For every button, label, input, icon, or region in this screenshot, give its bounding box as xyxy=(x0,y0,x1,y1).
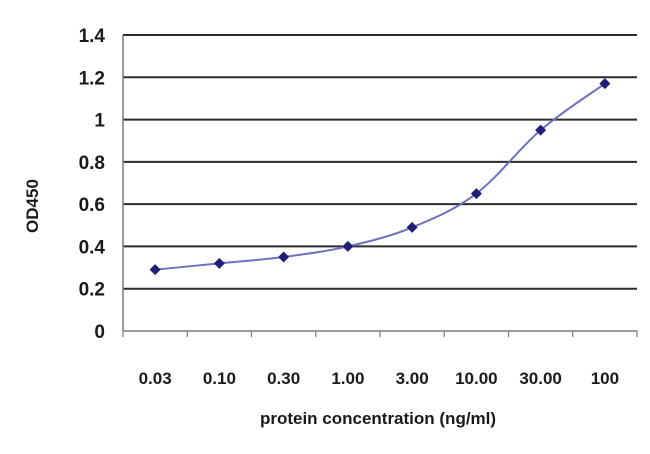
x-tick-label: 0.30 xyxy=(267,369,300,388)
y-tick-label: 0.8 xyxy=(79,153,105,174)
x-tick-labels: 0.03 0.10 0.30 1.00 3.00 10.00 30.00 100 xyxy=(139,369,619,388)
x-tick-label: 1.00 xyxy=(331,369,364,388)
data-point xyxy=(406,221,418,233)
x-tick-label: 30.00 xyxy=(519,369,562,388)
gridlines xyxy=(123,34,637,290)
series-layer xyxy=(149,78,611,276)
y-tick-labels: 0 0.2 0.4 0.6 0.8 1 1.2 1.4 xyxy=(79,26,106,343)
y-tick-label: 0 xyxy=(94,322,105,343)
x-tick-label: 3.00 xyxy=(396,369,429,388)
y-axis-title: OD450 xyxy=(23,179,42,233)
data-point xyxy=(278,251,290,263)
y-tick-label: 0.2 xyxy=(79,280,105,301)
y-tick-label: 0.4 xyxy=(79,237,106,258)
data-point xyxy=(342,240,354,252)
data-point xyxy=(149,264,161,276)
y-tick-label: 0.6 xyxy=(79,195,105,216)
x-tick-label: 0.03 xyxy=(139,369,172,388)
y-tick-label: 1 xyxy=(94,111,105,132)
series-line xyxy=(155,82,606,271)
x-tick-label: 10.00 xyxy=(455,369,498,388)
x-tick-label: 0.10 xyxy=(203,369,236,388)
x-axis-title: protein concentration (ng/ml) xyxy=(260,409,496,428)
data-point xyxy=(535,124,547,136)
axes xyxy=(122,35,638,337)
data-point xyxy=(599,78,611,90)
data-point xyxy=(470,188,482,200)
y-tick-label: 1.4 xyxy=(79,26,106,47)
x-tick-label: 100 xyxy=(591,369,619,388)
data-point xyxy=(213,257,225,269)
y-tick-label: 1.2 xyxy=(79,68,105,89)
